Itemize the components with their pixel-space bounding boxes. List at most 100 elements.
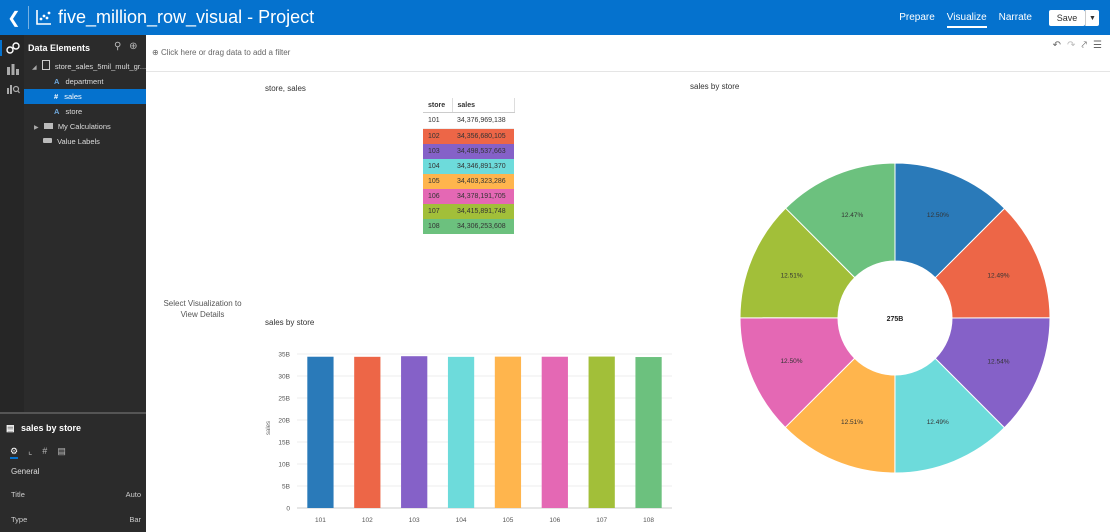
table-cell-store: 102 xyxy=(428,133,440,140)
store-sales-table[interactable]: store sales 101 34,376,969,138 102 34,356,6… xyxy=(423,98,515,234)
add-icon[interactable]: ⊕ xyxy=(129,41,138,52)
bar-108[interactable] xyxy=(635,357,662,508)
analytics-tab-icon[interactable]: ▤ xyxy=(57,446,66,456)
save-dropdown-button[interactable]: ▼ xyxy=(1085,10,1099,26)
tree-item-sales[interactable]: # sales xyxy=(24,89,146,104)
filter-bar: ⊕ Click here or drag data to add a filte… xyxy=(146,35,1110,72)
table-cell-sales: 34,356,680,105 xyxy=(457,133,506,140)
tree-item-my-calculations[interactable]: ▶ My Calculations xyxy=(24,119,146,134)
values-tab-icon[interactable]: # xyxy=(42,446,48,456)
property-value: Auto xyxy=(125,490,141,499)
tab-narrate[interactable]: Narrate xyxy=(998,12,1032,23)
slice-value-label: 12.51% xyxy=(841,419,863,426)
tree-item-department[interactable]: A department xyxy=(24,74,146,89)
x-tick-label: 108 xyxy=(643,517,654,524)
table-cell-sales: 34,378,191,705 xyxy=(457,193,506,200)
table-header-sales[interactable]: sales xyxy=(452,98,515,113)
tree-item-label: My Calculations xyxy=(57,122,111,131)
bar-105[interactable] xyxy=(494,356,522,508)
tab-prepare[interactable]: Prepare xyxy=(899,12,935,23)
filter-placeholder: Click here or drag data to add a filter xyxy=(160,48,291,57)
undo-icon[interactable]: ↶ xyxy=(1052,40,1061,51)
table-cell-sales: 34,306,253,608 xyxy=(457,223,506,230)
tree-item-value-labels[interactable]: Value Labels xyxy=(24,134,146,149)
properties-panel: ▤ sales by store ⚙ ⌞ # ▤ General Title A… xyxy=(0,412,146,532)
redo-icon[interactable]: ↷ xyxy=(1067,40,1076,51)
bar-viz-title: sales by store xyxy=(265,318,315,327)
donut-slice-108[interactable] xyxy=(784,162,896,279)
header-divider xyxy=(28,6,29,29)
bar-102[interactable] xyxy=(354,356,381,508)
table-row[interactable]: 106 34,378,191,705 xyxy=(423,189,514,204)
header-bar: ❮ five_million_row_visual - Project Prep… xyxy=(0,0,1110,35)
table-row[interactable]: 107 34,415,891,748 xyxy=(423,204,514,219)
data-elements-icon[interactable] xyxy=(6,41,20,55)
table-row[interactable]: 103 34,498,537,663 xyxy=(423,144,514,159)
bar-chart[interactable]: 0 5B 10B 15B 20B 25B 30B 35B sales 101 102 103 104 10… xyxy=(250,340,680,530)
x-tick-label: 102 xyxy=(362,517,373,524)
table-cell-store: 103 xyxy=(428,148,440,155)
table-cell-sales: 34,498,537,663 xyxy=(457,148,506,155)
attribute-icon: A xyxy=(54,77,60,86)
tree-item-label: store xyxy=(65,107,83,116)
slice-value-label: 12.50% xyxy=(780,358,802,365)
tree-item-label: store_sales_5mil_mult_gr... xyxy=(54,62,147,71)
chevron-left-icon[interactable]: ❮ xyxy=(7,9,21,27)
table-row[interactable]: 102 34,356,680,105 xyxy=(423,128,514,144)
table-cell-sales: 34,415,891,748 xyxy=(457,208,506,215)
menu-icon[interactable]: ☰ xyxy=(1093,40,1102,51)
mode-tabs: Prepare Visualize Narrate xyxy=(899,12,1032,28)
table-row[interactable]: 108 34,306,253,608 xyxy=(423,219,514,234)
table-row[interactable]: 101 34,376,969,138 xyxy=(423,112,514,129)
table-cell-sales: 34,346,891,370 xyxy=(457,163,506,170)
general-tab-icon[interactable]: ⚙ xyxy=(10,446,19,459)
table-row[interactable]: 105 34,403,323,286 xyxy=(423,174,514,189)
bar-101[interactable] xyxy=(307,356,334,508)
tab-visualize[interactable]: Visualize xyxy=(946,12,987,28)
axis-tab-icon[interactable]: ⌞ xyxy=(28,446,33,456)
property-name: Type xyxy=(11,515,28,524)
canvas-toolbar: ↶ ↷ ⤤ ☰ xyxy=(1053,40,1102,51)
donut-chart[interactable]: 12.50% 12.49% 12.54% 12.49% 12.51% 12.50% 12.5… xyxy=(730,155,1060,485)
y-axis-label: sales xyxy=(266,421,272,435)
table-row[interactable]: 104 34,346,891,370 xyxy=(423,159,514,174)
table-cell-store: 101 xyxy=(428,117,440,124)
add-filter-area[interactable]: ⊕ Click here or drag data to add a filte… xyxy=(152,48,290,57)
table-cell-sales: 34,376,969,138 xyxy=(457,117,506,124)
chart-icon xyxy=(36,10,51,25)
bar-103[interactable] xyxy=(401,356,428,508)
property-title-row[interactable]: Title Auto xyxy=(11,490,141,499)
active-indicator xyxy=(0,40,2,56)
properties-tabs: ⚙ ⌞ # ▤ xyxy=(10,446,66,459)
measure-icon: # xyxy=(54,92,59,101)
table-cell-store: 105 xyxy=(428,178,440,185)
property-type-row[interactable]: Type Bar xyxy=(11,515,141,524)
x-tick-label: 107 xyxy=(596,517,607,524)
data-elements-heading: Data Elements xyxy=(28,43,91,53)
bar-104[interactable] xyxy=(447,356,475,508)
table-cell-store: 104 xyxy=(428,163,440,170)
y-tick-label: 15B xyxy=(278,440,290,447)
data-tree: ◢ store_sales_5mil_mult_gr... A departme… xyxy=(24,59,146,149)
save-button[interactable]: Save xyxy=(1049,10,1085,26)
slice-value-label: 12.49% xyxy=(927,419,949,426)
x-tick-label: 101 xyxy=(315,517,326,524)
visualizations-icon[interactable] xyxy=(6,62,20,76)
properties-title: ▤ sales by store xyxy=(6,423,81,434)
slice-value-label: 12.50% xyxy=(927,212,949,219)
attribute-icon: A xyxy=(54,107,60,116)
tree-item-store[interactable]: A store xyxy=(24,104,146,119)
panel-icon-strip xyxy=(0,35,24,415)
pie-viz-title: sales by store xyxy=(690,82,740,91)
table-cell-store: 107 xyxy=(428,208,440,215)
expand-down-icon: ◢ xyxy=(32,65,37,71)
table-header-store[interactable]: store xyxy=(423,98,453,113)
tree-item-dataset[interactable]: ◢ store_sales_5mil_mult_gr... xyxy=(24,59,146,74)
share-icon[interactable]: ⤤ xyxy=(1081,40,1088,51)
x-tick-label: 103 xyxy=(409,517,420,524)
search-icon[interactable]: ⚲ xyxy=(114,41,122,52)
bar-106[interactable] xyxy=(541,356,568,508)
analytics-icon[interactable] xyxy=(6,81,20,95)
slice-value-label: 12.54% xyxy=(987,358,1009,365)
bar-107[interactable] xyxy=(588,356,615,508)
